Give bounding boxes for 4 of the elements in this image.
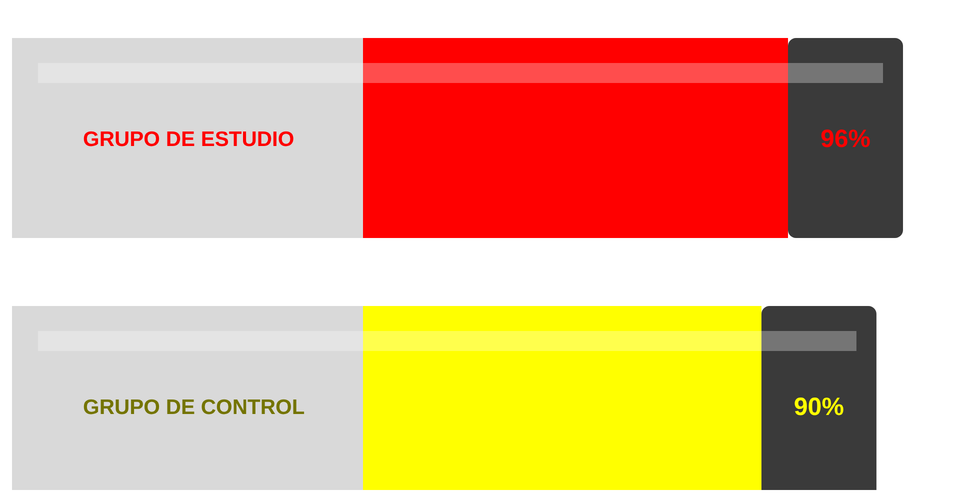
y-tick-label: GRUPO DE CONTROL (83, 396, 305, 419)
data-label: 90% (794, 393, 844, 421)
y-tick-label: GRUPO DE ESTUDIO (83, 128, 294, 151)
data-label: 96% (820, 125, 871, 153)
